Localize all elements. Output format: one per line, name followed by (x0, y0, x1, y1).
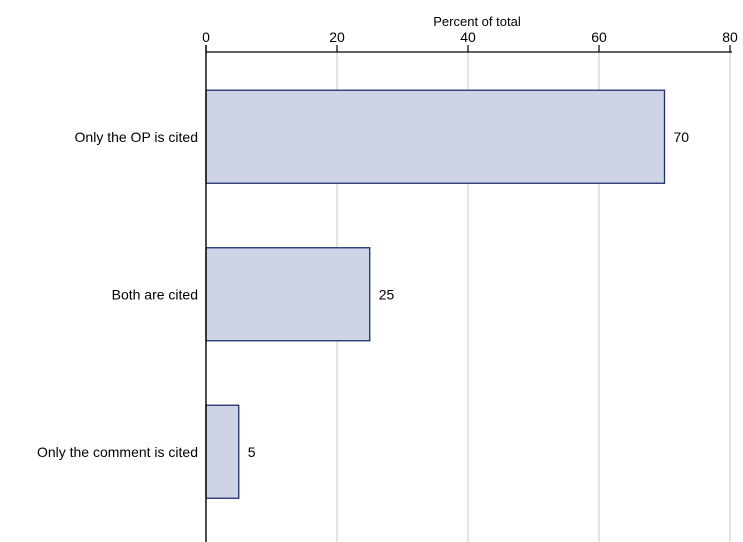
ticks-layer: 0 20 40 60 80 (202, 29, 738, 52)
category-label-3: Only the comment is cited (37, 444, 198, 460)
x-tick-label-20: 20 (329, 29, 345, 45)
x-axis-title: Percent of total (433, 14, 521, 29)
bar-2 (205, 247, 371, 342)
axis-layer: Percent of total (205, 14, 732, 542)
x-tick-label-60: 60 (591, 29, 607, 45)
category-label-1: Only the OP is cited (75, 129, 198, 145)
labels-layer: Only the OP is cited 70 Both are cited 25 On… (37, 129, 689, 460)
bar-1 (205, 89, 666, 184)
x-tick-label-80: 80 (722, 29, 738, 45)
bars-layer (205, 89, 666, 499)
category-label-2: Both are cited (112, 286, 198, 302)
x-tick-label-40: 40 (460, 29, 476, 45)
data-label-1: 70 (674, 129, 690, 145)
data-label-2: 25 (379, 286, 395, 302)
x-tick-label-0: 0 (202, 29, 210, 45)
data-label-3: 5 (248, 444, 256, 460)
bar-3 (205, 404, 240, 499)
